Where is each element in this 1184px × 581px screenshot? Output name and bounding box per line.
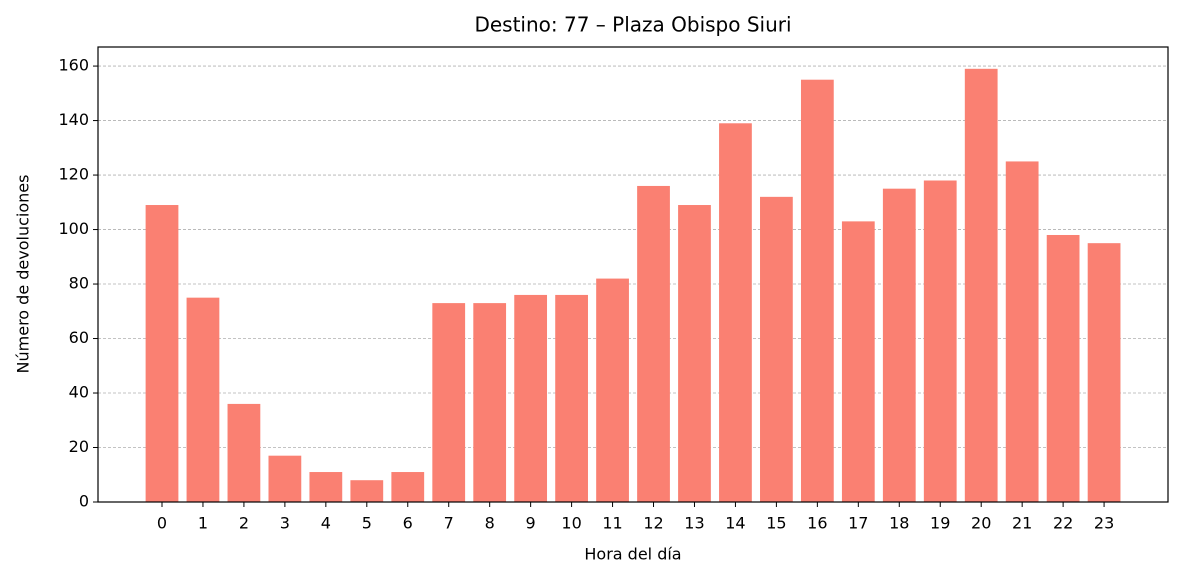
x-tick-label: 7 [444, 514, 454, 533]
x-tick-label: 8 [485, 514, 495, 533]
x-tick-label: 19 [930, 514, 950, 533]
y-tick-label: 100 [58, 219, 89, 238]
bar [1046, 234, 1080, 502]
bar [555, 294, 588, 502]
x-tick-label: 12 [643, 514, 663, 533]
bar [800, 79, 834, 502]
bar [841, 221, 875, 502]
bar [391, 472, 425, 502]
bar [268, 455, 302, 502]
bar [145, 205, 179, 502]
x-tick-label: 6 [403, 514, 413, 533]
bar [514, 294, 548, 502]
x-tick-label: 17 [848, 514, 868, 533]
bar [473, 303, 507, 502]
x-tick-label: 1 [198, 514, 208, 533]
x-tick-label: 2 [239, 514, 249, 533]
bar [964, 68, 998, 502]
bar [309, 472, 343, 502]
x-tick-label: 22 [1053, 514, 1073, 533]
x-tick-label: 0 [157, 514, 167, 533]
x-tick-label: 3 [280, 514, 290, 533]
x-tick-label: 4 [321, 514, 331, 533]
y-tick-label: 0 [79, 492, 89, 511]
bar [637, 185, 670, 503]
y-tick-label: 20 [69, 437, 89, 456]
y-axis-label: Número de devoluciones [14, 175, 33, 374]
y-tick-label: 120 [58, 165, 89, 184]
bar [882, 188, 916, 503]
x-tick-label: 11 [602, 514, 622, 533]
x-tick-label: 14 [725, 514, 745, 533]
bar [432, 303, 466, 502]
bar [350, 480, 384, 502]
x-tick-label: 23 [1094, 514, 1114, 533]
bar [760, 196, 793, 503]
x-tick-label: 9 [526, 514, 536, 533]
y-tick-label: 60 [69, 328, 89, 347]
x-tick-label: 18 [889, 514, 909, 533]
bar [1005, 161, 1039, 502]
bar [596, 278, 629, 502]
bar [227, 403, 261, 502]
x-tick-label: 15 [766, 514, 786, 533]
y-tick-label: 160 [58, 56, 89, 75]
x-tick-label: 10 [561, 514, 581, 533]
bar [923, 180, 957, 502]
bar [719, 123, 752, 503]
x-tick-label: 16 [807, 514, 827, 533]
y-tick-label: 40 [69, 383, 89, 402]
y-tick-label: 80 [69, 274, 89, 293]
bar [186, 297, 220, 502]
x-tick-label: 20 [971, 514, 991, 533]
bar [678, 205, 711, 502]
y-tick-label: 140 [58, 110, 89, 129]
bar [1087, 243, 1121, 502]
x-axis-label: Hora del día [584, 545, 681, 564]
x-tick-label: 5 [362, 514, 372, 533]
x-tick-label: 13 [684, 514, 704, 533]
x-tick-label: 21 [1012, 514, 1032, 533]
chart-title: Destino: 77 – Plaza Obispo Siuri [474, 13, 791, 37]
plot-frame [97, 46, 1169, 503]
